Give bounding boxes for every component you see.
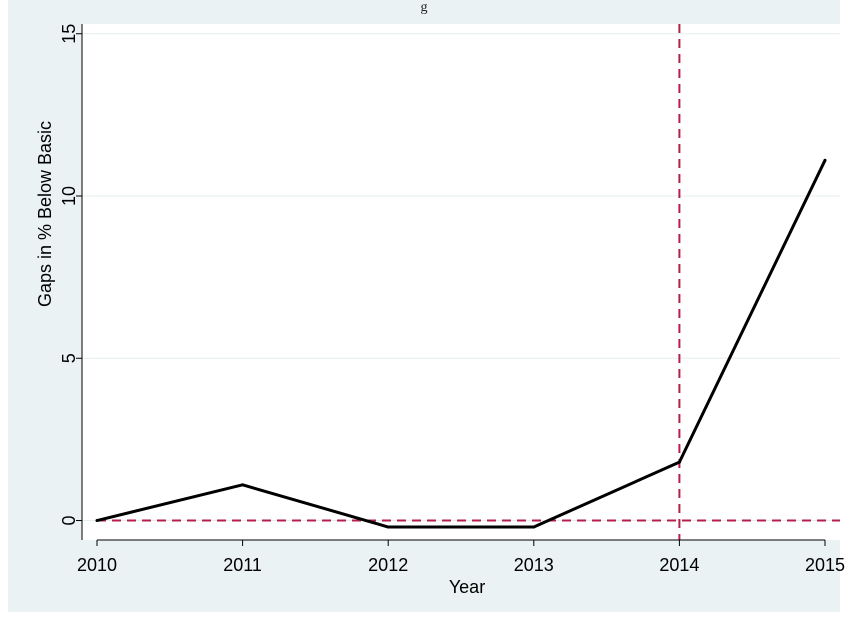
series-point	[532, 525, 536, 529]
series-line	[96, 159, 827, 529]
y-tick-label: 0	[59, 516, 79, 526]
x-tick-label: 2015	[805, 555, 845, 575]
y-tick-label: 5	[59, 353, 79, 363]
series-point	[677, 460, 681, 464]
plot-area	[82, 24, 840, 540]
y-tick-label: 10	[59, 186, 79, 206]
x-axis-label: Year	[449, 577, 485, 597]
x-tick-label: 2010	[77, 555, 117, 575]
x-tick-label: 2011	[223, 555, 262, 575]
figure-title-fragment: g	[420, 0, 428, 15]
series-point	[241, 483, 245, 487]
x-tick-label: 2014	[659, 555, 699, 575]
series-point	[95, 519, 99, 523]
y-axis-label: Gaps in % Below Basic	[35, 121, 55, 307]
x-tick-label: 2013	[514, 555, 554, 575]
tick-labels: 0 5 10 15 2010 2011 2012 2013 2014 2015	[59, 24, 845, 575]
reference-lines	[97, 24, 840, 540]
x-tick-label: 2012	[368, 555, 408, 575]
y-tick-label: 15	[59, 24, 79, 44]
series	[95, 158, 827, 529]
axes	[76, 24, 826, 546]
series-point	[823, 158, 827, 162]
series-point	[386, 525, 390, 529]
